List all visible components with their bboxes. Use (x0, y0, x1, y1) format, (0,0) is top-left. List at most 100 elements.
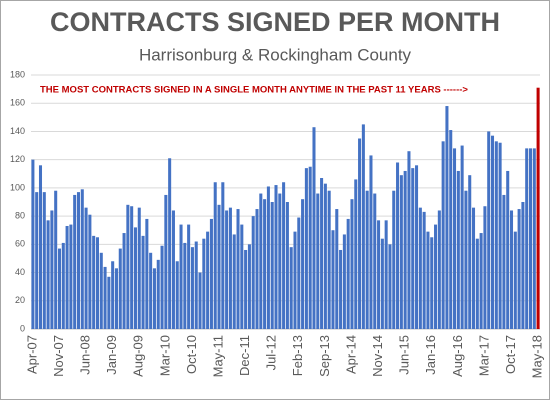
bar (380, 238, 384, 329)
bar (297, 217, 301, 329)
bar (430, 237, 434, 329)
bar (65, 225, 69, 329)
bar (73, 194, 77, 329)
bar (449, 130, 453, 329)
bar (399, 175, 403, 329)
bar (259, 193, 263, 329)
x-tick-label: Sep-13 (317, 335, 332, 377)
bar (468, 175, 472, 329)
bar (358, 138, 362, 329)
y-tick-label: 100 (10, 182, 25, 192)
annotation: THE MOST CONTRACTS SIGNED IN A SINGLE MO… (40, 85, 468, 96)
bar (69, 224, 73, 329)
x-tick-label: Jan-09 (104, 335, 119, 375)
bar (441, 141, 445, 329)
bar (490, 135, 495, 329)
bar (373, 193, 377, 329)
bar (475, 238, 479, 329)
bar (323, 183, 327, 329)
x-tick-label: May-18 (530, 335, 545, 378)
bar (168, 158, 172, 329)
bar (498, 142, 502, 329)
bar (88, 214, 92, 329)
bar (160, 245, 164, 329)
bar (228, 207, 232, 329)
bar (95, 237, 99, 329)
x-tick-label: Oct-10 (184, 335, 199, 374)
bar (293, 231, 297, 329)
x-tick-label: Nov-07 (51, 335, 66, 377)
bar (396, 162, 400, 329)
y-tick-label: 140 (10, 126, 25, 136)
bar (232, 234, 236, 329)
x-tick-label: Jan-16 (423, 335, 438, 375)
bar (187, 224, 191, 329)
bar (251, 216, 255, 329)
bar (411, 168, 415, 329)
bar (247, 244, 251, 329)
chart-title: CONTRACTS SIGNED PER MONTH (50, 7, 500, 37)
bar (532, 148, 536, 329)
bar (156, 259, 160, 329)
bar (509, 210, 514, 329)
x-tick-label: Mar-10 (157, 335, 172, 376)
bar (266, 186, 270, 329)
bar (472, 207, 476, 329)
bar (308, 166, 312, 329)
bar (118, 248, 122, 329)
bar (339, 249, 343, 329)
bar (536, 87, 540, 329)
bar (346, 218, 350, 329)
bar (209, 218, 213, 329)
bar (407, 151, 411, 329)
bar (494, 141, 498, 329)
chart-subtitle: Harrisonburg & Rockingham County (139, 45, 412, 64)
bar (320, 178, 324, 329)
bar (255, 209, 259, 329)
bar (342, 234, 346, 329)
bar (80, 189, 84, 329)
bar (103, 266, 107, 329)
bar (213, 182, 217, 329)
y-tick-label: 20 (15, 295, 25, 305)
bar (460, 145, 464, 329)
bar (434, 224, 438, 329)
bar (84, 207, 88, 329)
x-tick-label: Aug-09 (131, 335, 146, 377)
bar (316, 193, 320, 329)
bar (183, 242, 187, 329)
bar (513, 231, 517, 329)
bar (335, 209, 339, 329)
bar (221, 182, 225, 329)
y-tick-label: 80 (15, 210, 25, 220)
bar (312, 127, 316, 329)
y-tick-label: 120 (10, 154, 25, 164)
bar (57, 248, 62, 329)
bar (141, 235, 145, 329)
bar (479, 233, 483, 329)
bar (327, 190, 331, 329)
bar (525, 148, 529, 329)
bar (278, 193, 282, 329)
x-tick-label: Oct-17 (503, 335, 518, 374)
bar (38, 165, 43, 329)
bar (92, 235, 96, 329)
bar (453, 148, 457, 329)
bar (365, 190, 369, 329)
bar (130, 206, 134, 329)
bar (126, 204, 130, 329)
bar (528, 148, 533, 329)
bar (426, 231, 430, 329)
bar (194, 241, 198, 329)
bar (270, 202, 274, 329)
bar (282, 182, 286, 329)
y-tick-label: 160 (10, 98, 25, 108)
x-tick-label: May-11 (210, 335, 225, 377)
bar (202, 238, 206, 329)
bar (76, 192, 81, 329)
bar (437, 210, 441, 329)
bar (111, 261, 115, 329)
bar (361, 124, 365, 329)
bar (107, 276, 111, 329)
bar (244, 249, 248, 329)
